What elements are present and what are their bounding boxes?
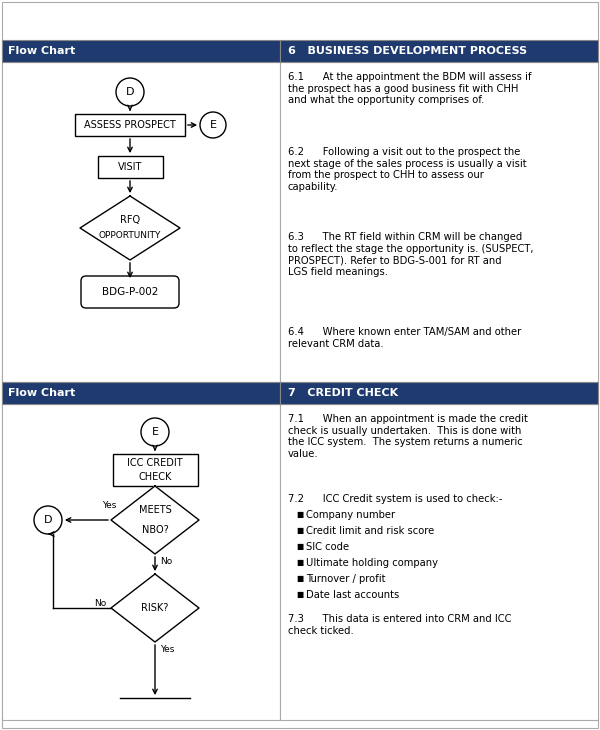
Text: ■: ■: [296, 510, 303, 519]
Text: 7.3      This data is entered into CRM and ICC
check ticked.: 7.3 This data is entered into CRM and IC…: [288, 614, 511, 636]
Text: 7   CREDIT CHECK: 7 CREDIT CHECK: [288, 388, 398, 398]
Circle shape: [116, 78, 144, 106]
Text: ■: ■: [296, 590, 303, 599]
Text: Credit limit and risk score: Credit limit and risk score: [306, 526, 434, 536]
Text: D: D: [126, 87, 134, 97]
FancyBboxPatch shape: [2, 382, 280, 404]
Circle shape: [200, 112, 226, 138]
FancyBboxPatch shape: [2, 404, 280, 720]
FancyBboxPatch shape: [2, 40, 280, 62]
FancyBboxPatch shape: [280, 62, 598, 382]
Text: VISIT: VISIT: [118, 162, 142, 172]
Polygon shape: [80, 196, 180, 260]
FancyBboxPatch shape: [81, 276, 179, 308]
Text: 7.1      When an appointment is made the credit
check is usually undertaken.  Th: 7.1 When an appointment is made the cred…: [288, 414, 528, 458]
Text: 6   BUSINESS DEVELOPMENT PROCESS: 6 BUSINESS DEVELOPMENT PROCESS: [288, 46, 527, 56]
Polygon shape: [111, 574, 199, 642]
Text: D: D: [44, 515, 52, 525]
FancyBboxPatch shape: [75, 114, 185, 136]
Text: Yes: Yes: [102, 502, 116, 510]
FancyBboxPatch shape: [280, 40, 598, 62]
Text: ■: ■: [296, 526, 303, 535]
Text: ■: ■: [296, 574, 303, 583]
Text: SIC code: SIC code: [306, 542, 349, 552]
Polygon shape: [111, 486, 199, 554]
FancyBboxPatch shape: [2, 62, 280, 382]
Circle shape: [34, 506, 62, 534]
Text: MEETS: MEETS: [139, 505, 172, 515]
Text: ASSESS PROSPECT: ASSESS PROSPECT: [84, 120, 176, 130]
Text: Flow Chart: Flow Chart: [8, 388, 75, 398]
Circle shape: [141, 418, 169, 446]
Text: ■: ■: [296, 542, 303, 551]
Text: E: E: [209, 120, 217, 130]
Text: No: No: [94, 599, 106, 607]
Text: Company number: Company number: [306, 510, 395, 520]
FancyBboxPatch shape: [280, 382, 598, 404]
Text: Turnover / profit: Turnover / profit: [306, 574, 386, 584]
FancyBboxPatch shape: [97, 156, 163, 178]
Text: BDG-P-002: BDG-P-002: [102, 287, 158, 297]
Text: No: No: [160, 557, 172, 566]
Text: RFQ: RFQ: [120, 215, 140, 225]
Text: NBO?: NBO?: [142, 525, 169, 535]
Text: ■: ■: [296, 558, 303, 567]
Text: ICC CREDIT: ICC CREDIT: [127, 458, 183, 468]
Text: OPPORTUNITY: OPPORTUNITY: [99, 231, 161, 240]
Text: 6.2      Following a visit out to the prospect the
next stage of the sales proce: 6.2 Following a visit out to the prospec…: [288, 147, 527, 192]
Text: Yes: Yes: [160, 645, 175, 654]
Text: 6.4      Where known enter TAM/SAM and other
relevant CRM data.: 6.4 Where known enter TAM/SAM and other …: [288, 327, 521, 349]
Text: 6.3      The RT field within CRM will be changed
to reflect the stage the opport: 6.3 The RT field within CRM will be chan…: [288, 232, 533, 277]
Text: 6.1      At the appointment the BDM will assess if
the prospect has a good busin: 6.1 At the appointment the BDM will asse…: [288, 72, 532, 105]
Text: 7.2      ICC Credit system is used to check:-: 7.2 ICC Credit system is used to check:-: [288, 494, 502, 504]
FancyBboxPatch shape: [113, 454, 197, 486]
Text: Ultimate holding company: Ultimate holding company: [306, 558, 438, 568]
Text: RISK?: RISK?: [142, 603, 169, 613]
Text: E: E: [151, 427, 158, 437]
FancyBboxPatch shape: [280, 404, 598, 720]
Text: CHECK: CHECK: [139, 472, 172, 482]
Text: Date last accounts: Date last accounts: [306, 590, 399, 600]
Text: Flow Chart: Flow Chart: [8, 46, 75, 56]
